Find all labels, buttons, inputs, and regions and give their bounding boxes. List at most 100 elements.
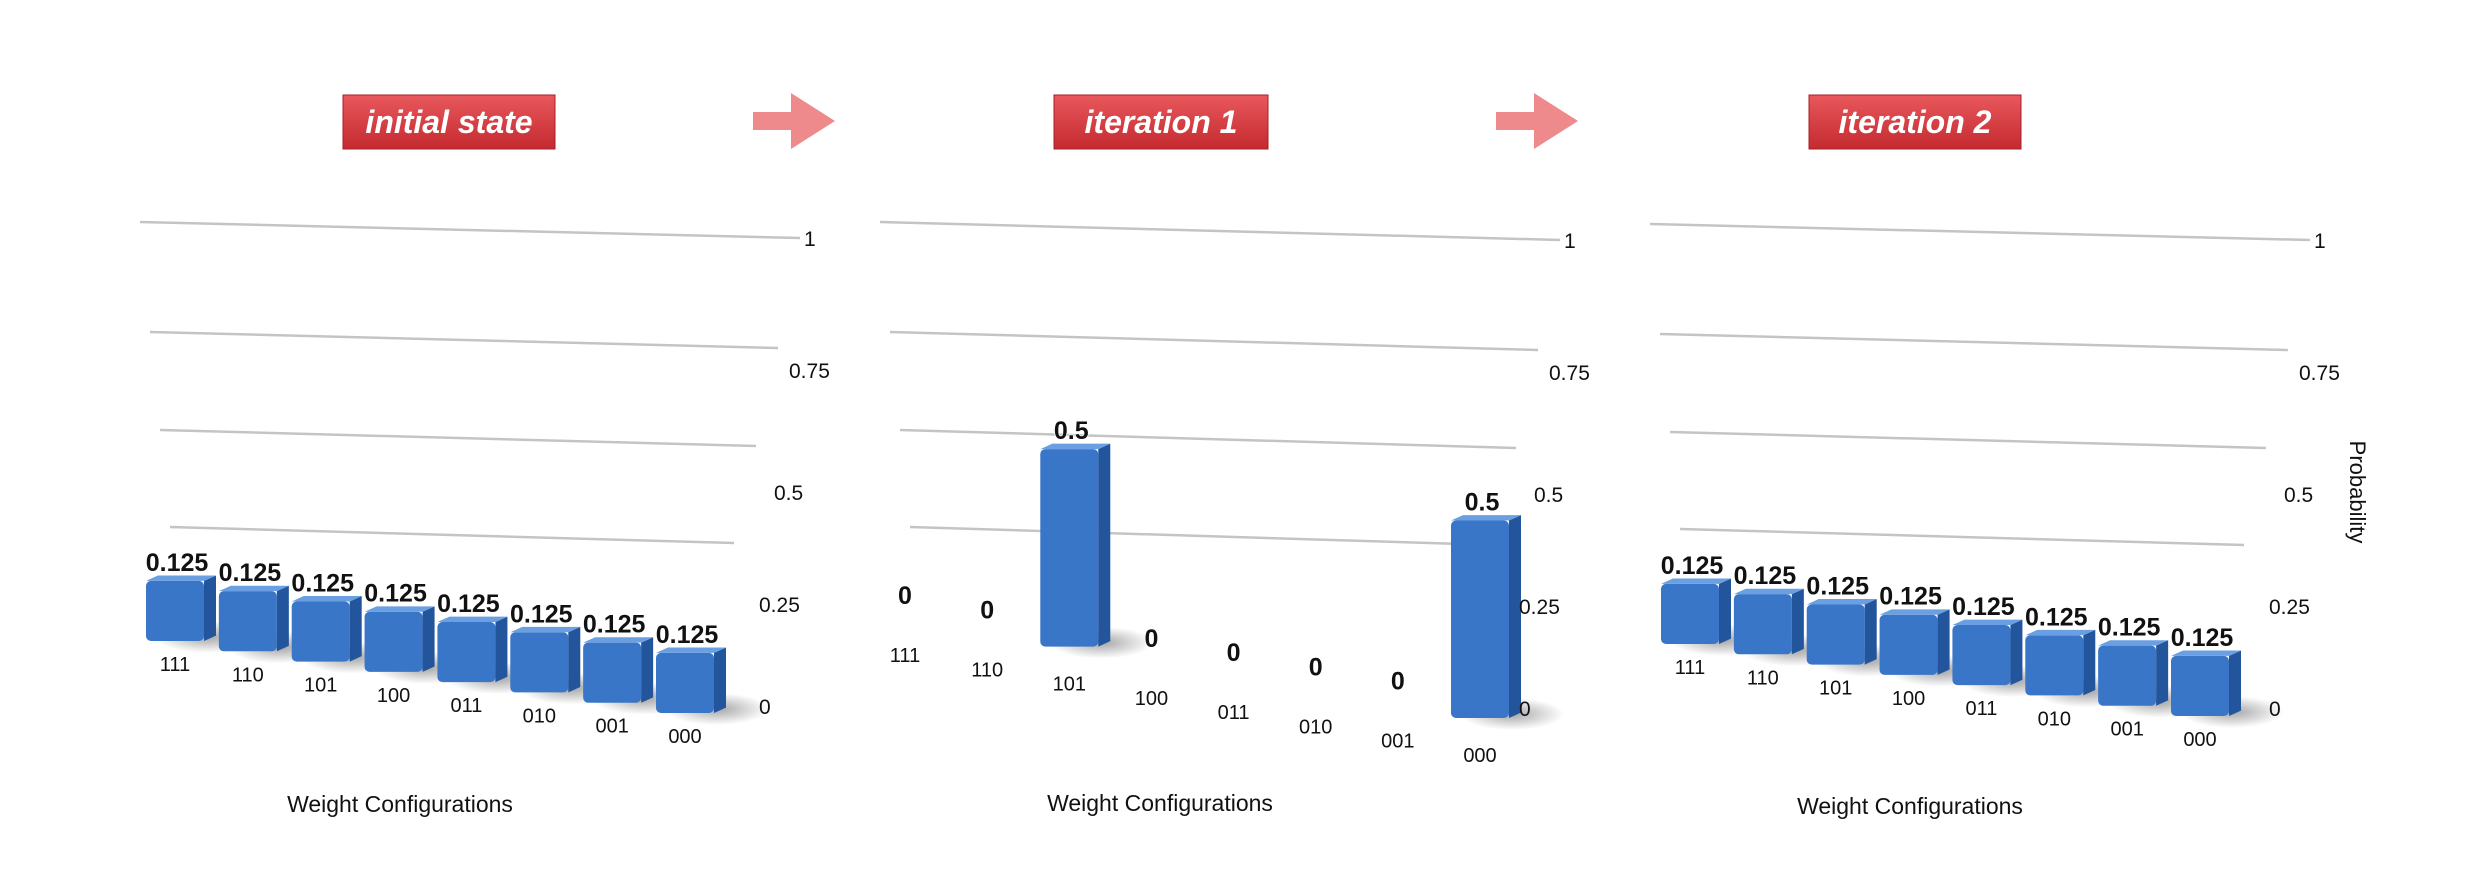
panel-3-bar-front [1879, 614, 1938, 675]
panel-1-bar-side [422, 606, 435, 672]
panel-1-value-label: 0.125 [219, 559, 282, 587]
panel-1-bar-top [437, 616, 508, 623]
panel-1-bar-side [568, 626, 581, 693]
panel-1-bar-000 [656, 647, 726, 713]
panel-1-gridline [149, 330, 779, 350]
panel-1-value-label: 0.125 [437, 590, 500, 618]
panel-2-bar-front [1040, 449, 1099, 647]
panel-1-value-label: 0.125 [583, 611, 646, 639]
panel-1-bar-111 [146, 575, 216, 641]
panel-3-bar-100 [1879, 609, 1950, 675]
panel-1-category-label: 111 [160, 654, 190, 676]
panel-3-bar-side [2010, 619, 2023, 686]
panel-1-value-label: 0.125 [364, 580, 427, 608]
panel-2-value-label: 0 [1391, 668, 1405, 696]
panel-3-bar-top [1806, 599, 1877, 605]
panel-1-ytick-label: 1 [804, 228, 816, 251]
panel-3-bar-top [2098, 640, 2169, 646]
panel-1-bar-front [218, 591, 277, 652]
panel-2-category-label: 111 [890, 645, 920, 667]
panel-3-gridline [1669, 430, 2267, 450]
panel-3-bar-front [2098, 645, 2157, 706]
panel-3-bar-side [2156, 640, 2169, 706]
panel-1-ytick-label: 0.25 [759, 594, 800, 617]
panel-2-gridline [889, 330, 1539, 352]
panel-3-bar-side [2229, 650, 2241, 716]
panel-3-value-label: 0.125 [1952, 593, 2015, 621]
panel-3-gridline [1659, 332, 2289, 352]
panel-1-bar-side [495, 616, 508, 683]
panel-2-gridline [909, 525, 1495, 547]
panel-1-bar-front [656, 652, 714, 713]
panel-3-bar-front [2171, 655, 2229, 716]
panel-2-value-label: 0 [1309, 653, 1323, 681]
panel-1-value-label: 0.125 [510, 600, 573, 628]
panel-1-bar-110 [218, 585, 289, 652]
panel-3-bar-front [1733, 594, 1792, 655]
panel-1-bar-side [276, 585, 289, 652]
panel-3-bar-010 [2025, 629, 2096, 696]
panel-3-bar-top [1952, 619, 2023, 626]
panel-1-bar-101 [291, 596, 362, 662]
panel-3-bar-side [2083, 629, 2096, 696]
panel-3-gridline [1649, 222, 2311, 242]
panel-2-bar-front [1451, 520, 1509, 718]
panel-3-bar-top [2025, 629, 2096, 636]
panel-3-ytick-label: 0.25 [2269, 596, 2310, 619]
panel-1-value-label: 0.125 [291, 569, 354, 597]
panel-1-bar-side [641, 637, 654, 703]
panel-3-bar-top [1879, 609, 1950, 615]
panel-1-category-label: 000 [668, 726, 701, 748]
transition-arrow-2 [1496, 93, 1578, 149]
panel-1-bar-front [146, 580, 204, 641]
panel-3-category-label: 010 [2038, 708, 2071, 730]
panel-1-value-label: 0.125 [656, 621, 719, 649]
panel-2-category-label: 010 [1299, 716, 1332, 738]
panel-3-bar-000 [2171, 650, 2241, 716]
panel-2-ytick-label: 0.5 [1534, 484, 1563, 507]
panel-3-bar-front [1952, 625, 2011, 686]
panel-3-value-label: 0.125 [1661, 552, 1724, 580]
panel-3-bar-side [1864, 599, 1877, 665]
panel-3-ytick-label: 0 [2269, 698, 2281, 721]
panel-3-bar-top [1733, 588, 1804, 595]
panel-1-value-label: 0.125 [146, 549, 209, 577]
panel-1-bar-side [204, 575, 216, 641]
panel-3-ytick-label: 0.75 [2299, 362, 2340, 385]
panel-3-value-label: 0.125 [2025, 603, 2088, 631]
panel-1-ytick-label: 0.75 [789, 360, 830, 383]
panel-3-gridline [1679, 527, 2245, 547]
panel-3-value-label: 0.125 [2098, 614, 2161, 642]
panel-1-bar-front [583, 642, 642, 703]
panel-3-value-label: 0.125 [1734, 562, 1797, 590]
panel-1-bar-side [349, 596, 362, 662]
panel-3-ytick-label: 0.5 [2284, 484, 2313, 507]
panel-3-y-axis-title: Probability [2345, 441, 2370, 544]
panel-1-category-label: 110 [232, 664, 264, 686]
transition-arrow-1 [753, 93, 835, 149]
panel-2-ytick-label: 0 [1519, 698, 1531, 721]
panel-3-category-label: 011 [1965, 698, 1997, 720]
panel-1-ytick-label: 0.5 [774, 482, 803, 505]
panel-1-title-text: initial state [365, 104, 532, 140]
panel-3-category-label: 100 [1892, 688, 1925, 710]
panel-3-bar-001 [2098, 640, 2169, 706]
panel-3-ytick-label: 1 [2314, 230, 2326, 253]
panel-1-gridline [169, 525, 735, 545]
panel-2-title-text: iteration 1 [1085, 104, 1238, 140]
panel-2-bar-side [1098, 443, 1111, 647]
panel-2-bar-000 [1451, 515, 1521, 718]
panel-1-bar-011 [437, 616, 508, 683]
panel-3-bar-front [1661, 583, 1719, 644]
panel-3-x-axis-title: Weight Configurations [1797, 793, 2023, 819]
panel-1-category-label: 011 [450, 695, 482, 717]
panel-3-category-label: 101 [1819, 678, 1852, 700]
panel-1-bar-top [583, 637, 654, 643]
panel-1-bar-front [364, 611, 423, 672]
panel-2-category-label: 001 [1381, 731, 1414, 753]
panel-2-title-banner [1053, 94, 1269, 150]
panel-1-bar-100 [364, 606, 435, 672]
panel-1-category-label: 100 [377, 685, 410, 707]
panel-3-bar-front [1806, 604, 1865, 665]
panel-1-category-label: 010 [523, 705, 556, 727]
